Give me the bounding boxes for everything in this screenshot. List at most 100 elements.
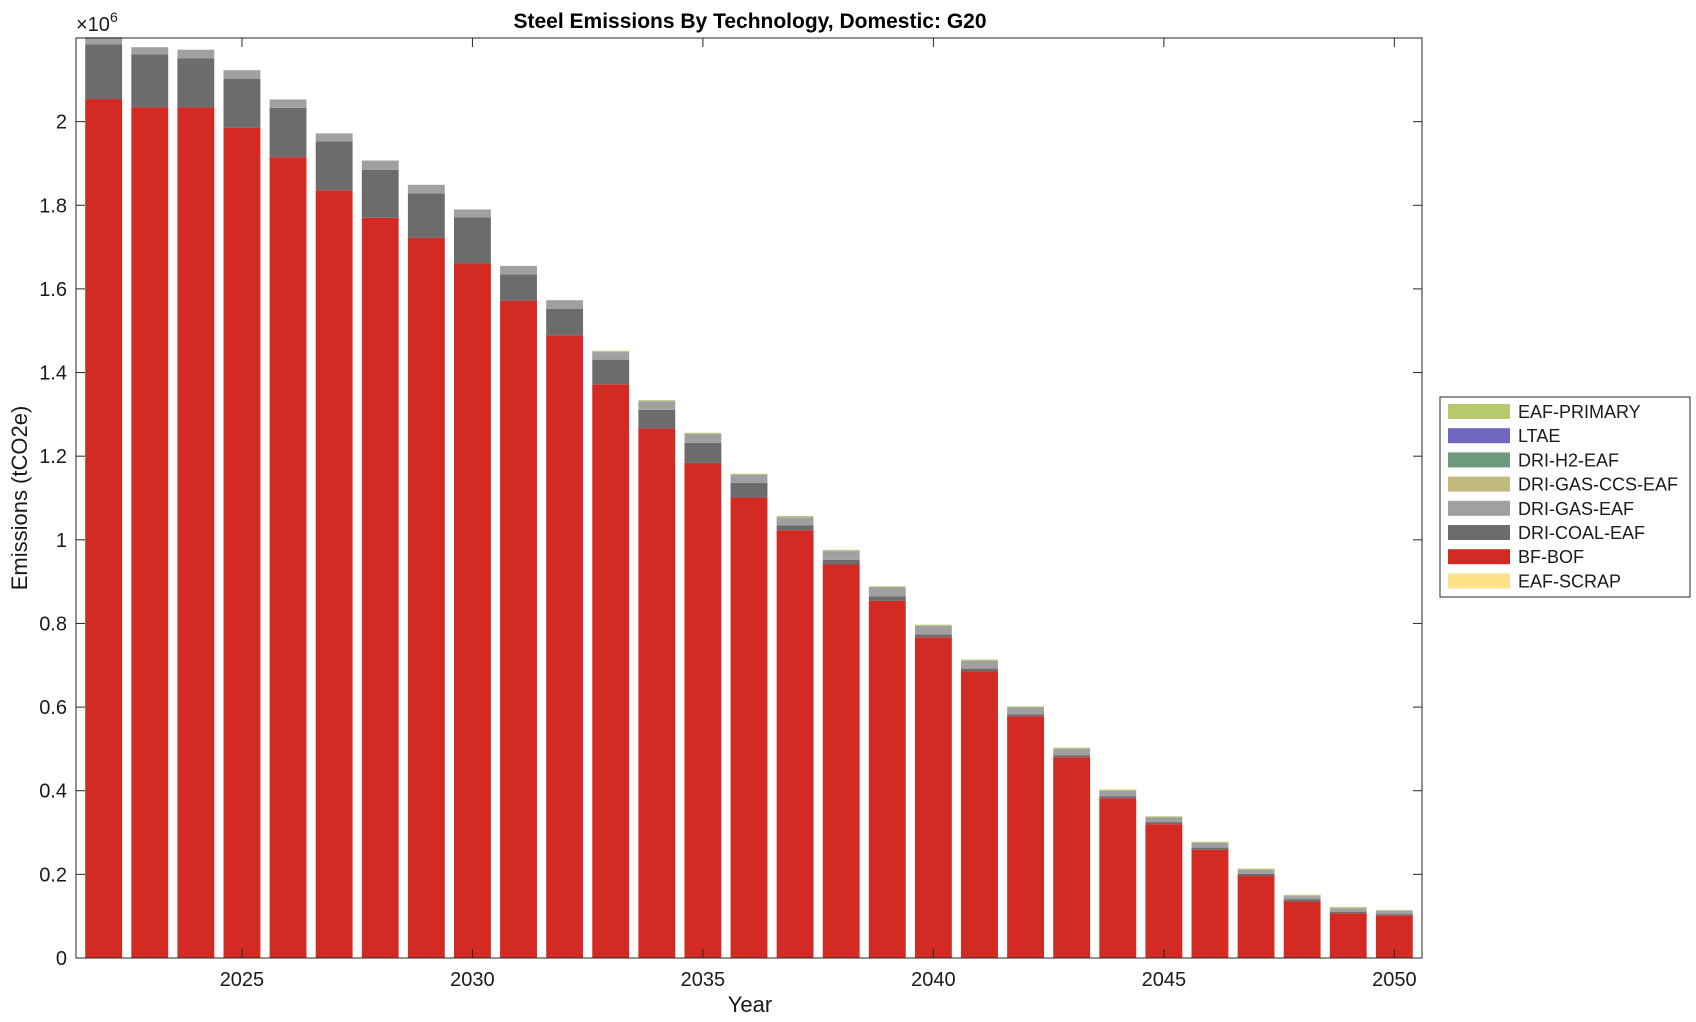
bar-dri-gas-eaf-2039 bbox=[868, 587, 906, 597]
bar-dri-coal-eaf-2036 bbox=[730, 482, 768, 498]
bar-dri-gas-eaf-2026 bbox=[269, 99, 307, 108]
bar-dri-coal-eaf-2024 bbox=[177, 58, 215, 108]
bar-bf-bof-2039 bbox=[868, 600, 906, 958]
bar-bf-bof-2033 bbox=[592, 384, 630, 958]
x-axis-label: Year bbox=[728, 992, 772, 1017]
bar-dri-gas-eaf-2030 bbox=[453, 209, 491, 218]
bar-dri-coal-eaf-2043 bbox=[1053, 755, 1091, 758]
bar-dri-coal-eaf-2047 bbox=[1237, 873, 1275, 877]
bar-dri-coal-eaf-2038 bbox=[822, 559, 860, 565]
legend-label-dri-gas-eaf: DRI-GAS-EAF bbox=[1518, 499, 1634, 519]
bar-dri-gas-eaf-2025 bbox=[223, 70, 261, 79]
bar-dri-gas-ccs-eaf-2043 bbox=[1053, 748, 1091, 749]
bar-dri-gas-eaf-2027 bbox=[315, 133, 353, 142]
legend-label-bf-bof: BF-BOF bbox=[1518, 547, 1584, 567]
bar-bf-bof-2041 bbox=[961, 671, 998, 958]
y-tick-label: 1.2 bbox=[39, 446, 67, 468]
legend-swatch-dri-gas-ccs-eaf bbox=[1448, 476, 1510, 492]
bar-dri-coal-eaf-2035 bbox=[684, 442, 722, 463]
bar-bf-bof-2024 bbox=[177, 107, 215, 959]
bar-bf-bof-2035 bbox=[684, 462, 722, 958]
bar-bf-bof-2029 bbox=[407, 237, 445, 958]
bar-bf-bof-2032 bbox=[546, 335, 584, 959]
bar-dri-coal-eaf-2045 bbox=[1145, 822, 1183, 825]
y-tick-label: 1.4 bbox=[39, 363, 67, 385]
bar-dri-gas-eaf-2040 bbox=[914, 625, 952, 635]
chart-title: Steel Emissions By Technology, Domestic:… bbox=[513, 10, 986, 33]
bar-dri-coal-eaf-2022 bbox=[85, 44, 123, 100]
x-tick-label: 2040 bbox=[911, 969, 956, 991]
bar-bf-bof-2048 bbox=[1283, 901, 1321, 958]
bar-dri-gas-eaf-2035 bbox=[684, 434, 722, 443]
bar-dri-coal-eaf-2028 bbox=[361, 169, 399, 218]
bar-dri-coal-eaf-2037 bbox=[776, 525, 814, 531]
bar-dri-gas-ccs-eaf-2037 bbox=[776, 516, 814, 518]
bar-dri-coal-eaf-2034 bbox=[638, 409, 676, 429]
bar-dri-gas-eaf-2036 bbox=[730, 475, 768, 483]
bar-dri-gas-eaf-2028 bbox=[361, 160, 399, 170]
bar-dri-gas-ccs-eaf-2033 bbox=[592, 351, 630, 353]
bar-dri-gas-ccs-eaf-2040 bbox=[914, 625, 952, 626]
y-exponent-base: ×10 bbox=[76, 14, 110, 36]
bar-bf-bof-2025 bbox=[223, 127, 261, 958]
bar-dri-gas-eaf-2047 bbox=[1237, 869, 1275, 874]
bar-dri-gas-ccs-eaf-2035 bbox=[684, 433, 722, 435]
bar-dri-gas-ccs-eaf-2034 bbox=[638, 400, 676, 402]
bar-bf-bof-2044 bbox=[1099, 798, 1137, 958]
bar-dri-coal-eaf-2046 bbox=[1191, 847, 1229, 850]
y-exponent-power: 6 bbox=[110, 9, 118, 25]
bar-dri-coal-eaf-2042 bbox=[1007, 714, 1045, 717]
bar-dri-coal-eaf-2027 bbox=[315, 141, 353, 191]
legend-swatch-bf-bof bbox=[1448, 549, 1510, 565]
bar-bf-bof-2037 bbox=[776, 530, 814, 958]
y-tick-label: 1.6 bbox=[39, 279, 67, 301]
svg-text:×106: ×106 bbox=[76, 9, 118, 36]
bar-dri-gas-ccs-eaf-2042 bbox=[1007, 706, 1045, 708]
legend-label-eaf-primary: EAF-PRIMARY bbox=[1518, 402, 1641, 422]
y-tick-label: 1 bbox=[56, 530, 67, 552]
bar-dri-coal-eaf-2044 bbox=[1099, 796, 1137, 799]
bar-bf-bof-2030 bbox=[453, 263, 491, 958]
y-exponent: ×106 bbox=[76, 9, 118, 36]
legend-label-ltae: LTAE bbox=[1518, 426, 1560, 446]
bar-dri-gas-eaf-2045 bbox=[1145, 817, 1183, 823]
bar-dri-gas-eaf-2022 bbox=[85, 37, 123, 45]
bar-dri-gas-ccs-eaf-2045 bbox=[1145, 816, 1183, 818]
bars-layer bbox=[85, 37, 1413, 959]
bar-bf-bof-2026 bbox=[269, 157, 307, 958]
bar-bf-bof-2038 bbox=[822, 564, 860, 958]
bar-bf-bof-2046 bbox=[1191, 849, 1229, 958]
legend-label-eaf-scrap: EAF-SCRAP bbox=[1518, 571, 1621, 591]
bar-dri-coal-eaf-2049 bbox=[1329, 912, 1367, 914]
bar-dri-gas-eaf-2038 bbox=[822, 551, 860, 560]
x-tick-label: 2025 bbox=[220, 969, 265, 991]
y-tick-label: 1.8 bbox=[39, 195, 67, 217]
bar-dri-coal-eaf-2029 bbox=[407, 193, 445, 238]
bar-dri-gas-eaf-2033 bbox=[592, 352, 630, 360]
bar-dri-coal-eaf-2031 bbox=[500, 274, 537, 301]
bar-dri-gas-eaf-2048 bbox=[1283, 896, 1321, 900]
legend-swatch-dri-coal-eaf bbox=[1448, 525, 1510, 540]
bar-dri-gas-ccs-eaf-2036 bbox=[730, 474, 768, 475]
bar-dri-gas-ccs-eaf-2047 bbox=[1237, 868, 1275, 870]
bar-dri-gas-ccs-eaf-2039 bbox=[868, 586, 906, 588]
y-axis-label: Emissions (tCO2e) bbox=[7, 406, 32, 591]
bar-dri-gas-ccs-eaf-2044 bbox=[1099, 789, 1137, 791]
legend-swatch-dri-gas-eaf bbox=[1448, 500, 1510, 516]
legend-label-dri-gas-ccs-eaf: DRI-GAS-CCS-EAF bbox=[1518, 475, 1678, 495]
bar-bf-bof-2028 bbox=[361, 217, 399, 958]
bar-bf-bof-2023 bbox=[131, 107, 169, 959]
bar-bf-bof-2034 bbox=[638, 428, 676, 959]
bar-bf-bof-2027 bbox=[315, 190, 353, 959]
x-tick-label: 2035 bbox=[681, 969, 726, 991]
bar-dri-gas-eaf-2043 bbox=[1053, 748, 1091, 756]
bar-dri-coal-eaf-2033 bbox=[592, 360, 630, 385]
y-tick-label: 0.8 bbox=[39, 613, 67, 635]
bar-dri-coal-eaf-2048 bbox=[1283, 899, 1321, 902]
y-tick-label: 2 bbox=[56, 112, 67, 134]
bar-dri-coal-eaf-2026 bbox=[269, 107, 307, 158]
bar-dri-coal-eaf-2039 bbox=[868, 596, 906, 601]
bar-dri-gas-eaf-2042 bbox=[1007, 707, 1045, 715]
